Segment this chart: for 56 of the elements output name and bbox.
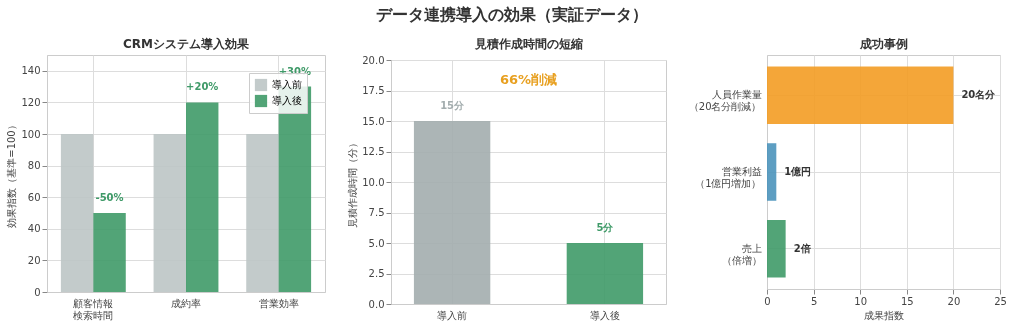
data-label: 15分 — [440, 100, 466, 111]
x-tick-label: 5 — [810, 295, 818, 307]
y-tick-label: 140 — [21, 65, 41, 77]
x-tick-label: 20 — [947, 295, 961, 307]
y-tick-label: 15.0 — [362, 115, 385, 127]
x-tick-label: 営業効率 — [258, 297, 299, 309]
y-tick-label: 5.0 — [368, 237, 385, 249]
legend-label: 導入後 — [272, 95, 302, 106]
x-tick-label: 導入後 — [589, 309, 620, 321]
x-tick-label: 成約率 — [171, 297, 201, 309]
y-axis-title: 効果指数（基準=100） — [6, 120, 18, 228]
y-axis-title: 見積作成時間（分） — [347, 137, 359, 228]
y-tick-label: 0.0 — [368, 298, 385, 310]
bar — [767, 66, 954, 125]
data-label: 20名分 — [961, 89, 997, 101]
bar — [767, 143, 777, 201]
chart-title: 成功事例 — [858, 37, 908, 51]
chart-title: CRMシステム導入効果 — [123, 37, 250, 51]
y-tick-label: 0 — [34, 286, 41, 298]
x-tick-label: 25 — [994, 295, 1007, 307]
y-tick-label: 17.5 — [362, 85, 385, 96]
y-tick-label: 60 — [27, 191, 41, 203]
x-tick-label: 導入前 — [437, 309, 468, 321]
y-tick-label: 人員作業量（20名分削減） — [688, 89, 762, 113]
annotation: -50% — [95, 192, 124, 203]
annotation: +20% — [186, 81, 219, 93]
y-tick-label: 80 — [27, 160, 41, 172]
y-tick-label: 20.0 — [362, 54, 385, 66]
y-tick-label: 100 — [21, 128, 41, 140]
y-tick-label: 7.5 — [368, 207, 385, 218]
bar — [153, 134, 186, 292]
bar — [186, 102, 219, 292]
data-label: 1億円 — [784, 166, 812, 177]
x-tick-label: 0 — [764, 295, 771, 307]
bar — [767, 219, 786, 278]
x-tick-label: 10 — [854, 295, 868, 307]
annotation: 66%削減 — [499, 72, 558, 87]
x-tick-label: 顧客情報検索時間 — [73, 297, 114, 321]
y-tick-label: 2.5 — [368, 268, 385, 279]
text: データ連携導入の効果（実証データ） — [375, 4, 649, 26]
y-tick-label: 40 — [27, 223, 41, 235]
bar — [246, 134, 279, 292]
bar — [60, 134, 94, 292]
chart-title: 見積作成時間の短縮 — [473, 37, 583, 51]
legend-label: 導入前 — [272, 79, 302, 90]
data-label: 2倍 — [793, 242, 811, 254]
y-tick-label: 10.0 — [362, 176, 385, 188]
y-tick-label: 120 — [21, 96, 41, 108]
data-label: 5分 — [596, 222, 615, 233]
y-tick-label: 営業利益（1億円増加） — [695, 166, 762, 189]
y-tick-label: 20 — [27, 254, 41, 266]
y-tick-label: 売上（倍増） — [721, 242, 762, 266]
y-tick-label: 12.5 — [362, 146, 385, 157]
bar — [93, 213, 126, 292]
x-axis-title: 成果指数 — [864, 309, 904, 321]
x-tick-label: 15 — [900, 295, 914, 307]
